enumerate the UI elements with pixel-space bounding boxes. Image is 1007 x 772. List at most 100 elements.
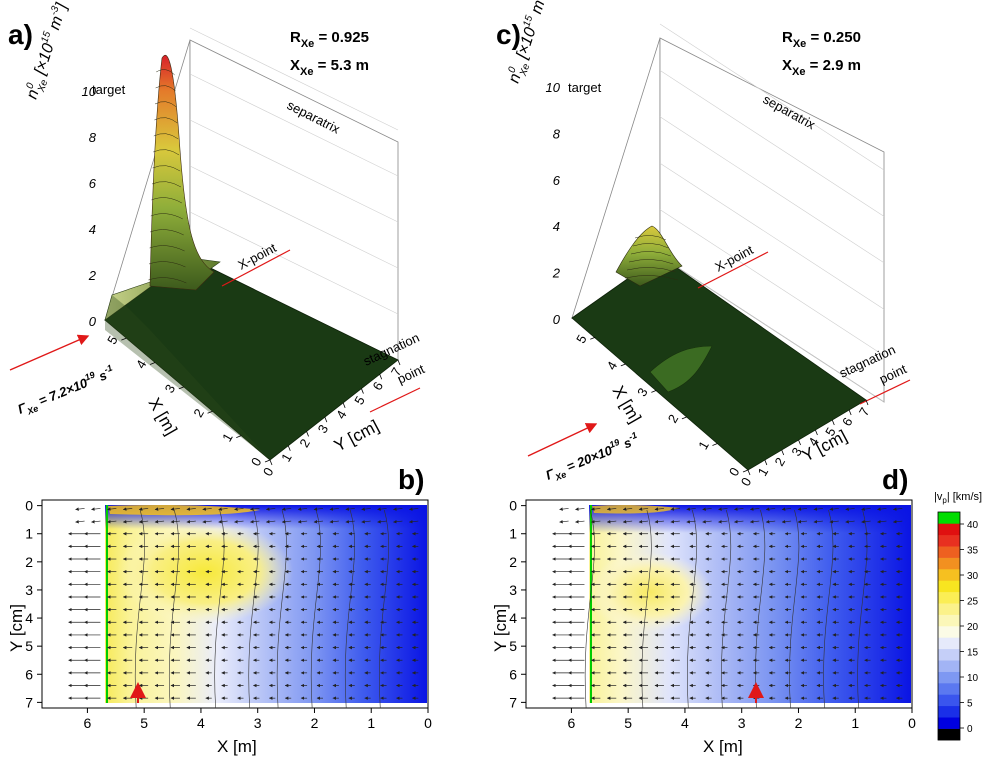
velocity-vector (218, 519, 228, 524)
velocity-vector (329, 507, 339, 511)
y-tick-mark (306, 431, 309, 437)
peak-contour-line (150, 229, 184, 236)
y-tick-label: 6 (370, 379, 387, 393)
contour-line (214, 509, 225, 709)
colorbar-swatch (938, 523, 960, 536)
xpoint-line-a (221, 249, 291, 287)
contour-line (857, 509, 868, 709)
z-gridline (189, 27, 399, 131)
surface-peak-a (149, 54, 215, 291)
y-tick-label: 7 (856, 405, 873, 419)
colorbar-swatch (938, 557, 960, 570)
contours-d (584, 509, 868, 709)
grid-c (659, 23, 885, 403)
panel-label-b: b) (398, 464, 424, 495)
colorbar: |vp| [km/s] 0 5 10 15 20 25 30 35 40 (934, 491, 982, 741)
y-tick-label: 1 (25, 526, 33, 542)
velocity-vector (377, 507, 387, 511)
y-tick-label: 1 (755, 465, 772, 479)
x-tick-label: 1 (695, 438, 712, 452)
peak-contour-line (155, 85, 176, 92)
peak-contour-line (150, 213, 183, 220)
velocity-vector (575, 519, 585, 524)
contour-line (168, 509, 179, 709)
colorbar-swatch (938, 648, 960, 661)
y-tick-label: 3 (509, 582, 517, 598)
x-tick-mark (712, 443, 718, 446)
xpoint-line-c (697, 251, 769, 289)
y-tick-label: 1 (278, 451, 295, 465)
y-tick-mark (342, 402, 346, 409)
velocity-vector (170, 507, 180, 511)
x-tick-mark (149, 362, 156, 365)
panel-a: a) n0Xe[×1015 m-3] RXe = 0.925 XXe = 5.3… (8, 1, 427, 479)
velocity-vector (606, 519, 617, 524)
contour-line (379, 509, 389, 709)
velocity-vector (670, 519, 680, 524)
velocity-vector (749, 507, 760, 511)
x-tick-mark (121, 337, 127, 341)
y-axis-label-a: Y [cm] (331, 416, 382, 455)
contour-line (584, 509, 595, 709)
velocity-vector (138, 519, 149, 524)
z-gridline (659, 116, 885, 264)
flux-arrow-c (527, 423, 598, 457)
x-tick-label: 6 (84, 715, 92, 731)
velocity-vector (107, 519, 117, 524)
colorbar-swatch (938, 569, 960, 581)
velocity-vector (654, 519, 664, 524)
z-tick-label: 8 (89, 130, 97, 145)
peak-contour-line (156, 69, 175, 76)
velocity-vector (877, 519, 887, 524)
peak-contour-line (153, 149, 180, 156)
y-tick-mark (781, 449, 785, 456)
x-tick-label: 3 (634, 385, 651, 399)
velocity-vector (591, 507, 601, 511)
z-tick-label: 0 (553, 312, 561, 327)
velocity-vector (313, 519, 324, 524)
contour-line (276, 509, 287, 709)
velocity-vector (845, 519, 855, 524)
velocity-vector (606, 507, 617, 511)
x-tick-mark (620, 363, 626, 367)
x-tick-label: 3 (254, 715, 262, 731)
velocity-vector (893, 519, 903, 524)
field-hotspot-b (108, 505, 260, 516)
velocity-vector (781, 519, 792, 524)
x-tick-mark (236, 435, 242, 439)
velocity-vector (186, 519, 196, 524)
velocity-vector (202, 507, 212, 511)
colorbar-tick-label: 35 (967, 546, 979, 557)
velocity-vector (559, 519, 569, 524)
axes-d: 6 5 4 3 2 1 0 0 1 2 3 4 5 6 7 (509, 498, 916, 731)
velocity-vector (622, 519, 633, 524)
colorbar-ticks: 0 5 10 15 20 25 30 35 40 (960, 520, 979, 735)
contour-line (823, 509, 834, 709)
velocity-vector (265, 519, 276, 524)
velocity-vector (718, 519, 728, 524)
x-tick-label: 6 (568, 715, 576, 731)
peak-contour-line (154, 101, 177, 108)
colorbar-tick-label: 0 (967, 724, 973, 735)
colorbar-tick-label: 5 (967, 699, 973, 710)
peak-contour-line (634, 235, 667, 241)
stagnation-line-c (859, 379, 911, 405)
y-tick-label: 3 (315, 422, 332, 436)
param-x-c: XXe = 2.9 m (782, 57, 861, 78)
y-tick-mark (287, 445, 291, 451)
peak-contour-line (152, 165, 181, 172)
param-r-c: RXe = 0.250 (782, 29, 861, 50)
velocity-vector (91, 507, 101, 511)
y-tick-label: 5 (25, 638, 33, 654)
x-tick-label: 5 (624, 715, 632, 731)
velocity-vector (329, 519, 339, 524)
velocity-vector (702, 507, 712, 511)
peak-contour-line (151, 197, 183, 204)
y-tick-label: 7 (509, 694, 517, 710)
velocity-vector (797, 519, 808, 524)
y-tick-label: 4 (509, 610, 517, 626)
contour-line (310, 509, 321, 709)
velocity-vector (91, 519, 101, 524)
